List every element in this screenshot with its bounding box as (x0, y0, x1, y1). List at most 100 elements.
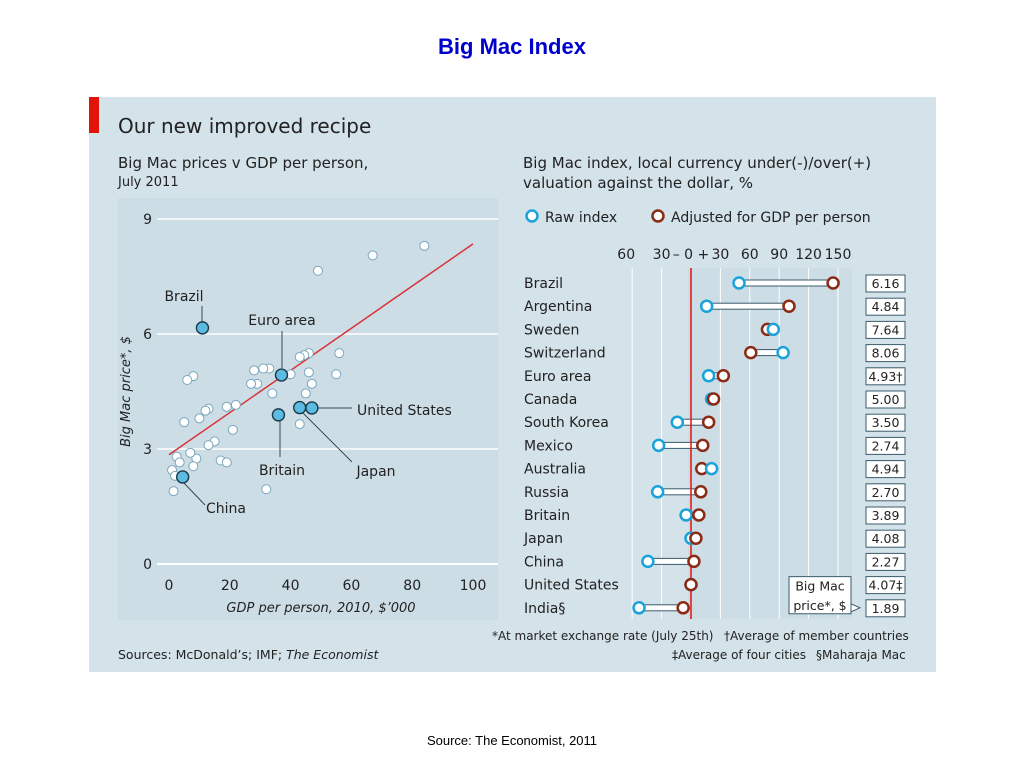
price-box (865, 436, 906, 455)
y-tick-label: 0 (143, 557, 152, 573)
highlight-label: Euro area (248, 313, 315, 329)
highlight-label: Brazil (164, 289, 203, 305)
adjusted-index-point (687, 554, 701, 569)
scatter-point (419, 240, 430, 251)
highlighted-point (271, 408, 286, 422)
price-value: 3.89 (872, 508, 900, 523)
country-label: China (524, 554, 564, 570)
price-callout-line1: Big Mac (795, 579, 844, 594)
country-label: Euro area (524, 369, 591, 385)
sources-italic: The Economist (286, 647, 379, 662)
sources-line: Sources: McDonald’s; IMF; The Economist (118, 647, 378, 662)
index-axis-tick: 60 (617, 247, 635, 263)
scatter-point (227, 424, 238, 435)
price-value: 4.08 (872, 531, 900, 546)
range-bar (647, 557, 695, 565)
scatter-point (303, 367, 314, 378)
adjusted-index-point (701, 415, 716, 429)
scatter-point (194, 413, 205, 424)
price-value: 4.84 (872, 299, 900, 314)
price-callout-line2: price*, $ (793, 598, 846, 613)
country-label: South Korea (524, 415, 609, 431)
index-axis-tick: 120 (795, 247, 822, 263)
price-box (865, 599, 906, 618)
country-label: United States (524, 578, 619, 594)
raw-index-point (679, 508, 693, 522)
raw-index-point (732, 276, 746, 290)
index-axis-tick: 30 (711, 247, 729, 263)
x-tick-label: 60 (342, 578, 360, 594)
price-box (865, 576, 906, 595)
trend-line (168, 243, 474, 456)
highlight-label: Japan (355, 464, 395, 480)
price-box (865, 552, 906, 571)
raw-index-point (632, 601, 646, 615)
index-axis-tick: – 0 + (673, 247, 710, 263)
country-label: Brazil (524, 276, 563, 292)
price-box (865, 367, 906, 386)
scatter-point (185, 447, 196, 458)
legend-raw-marker (525, 209, 539, 223)
price-box (865, 529, 906, 548)
x-tick-label: 80 (403, 578, 421, 594)
x-tick-label: 40 (282, 578, 300, 594)
highlighted-point (293, 400, 307, 415)
country-label: Australia (524, 462, 586, 478)
scatter-point (312, 265, 323, 276)
price-box (865, 413, 906, 432)
x-axis-label: GDP per person, 2010, $’000 (226, 601, 415, 616)
note-star: *At market exchange rate (July 25th) (492, 629, 714, 643)
country-label: Sweden (524, 322, 579, 338)
scatter-point (249, 365, 260, 376)
scatter-point (294, 419, 305, 430)
scatter-point (306, 378, 317, 389)
price-box (865, 344, 906, 363)
scatter-title-block: Big Mac prices v GDP per person, July 20… (118, 153, 368, 193)
source-caption: Source: The Economist, 2011 (426, 733, 598, 748)
adjusted-index-point (696, 438, 710, 453)
highlight-label: China (206, 501, 246, 517)
scatter-point (179, 417, 190, 428)
price-value: 4.93† (868, 369, 902, 384)
note-dagger: †Average of member countries (724, 629, 909, 643)
highlighted-point (195, 321, 210, 335)
adjusted-index-point (684, 577, 698, 592)
y-tick-label: 6 (143, 327, 152, 343)
adjusted-index-point (692, 508, 706, 522)
scatter-point (367, 250, 378, 261)
label-leader-line (302, 412, 353, 463)
adjusted-index-point (716, 369, 731, 383)
slide-title: Big Mac Index (438, 34, 586, 59)
price-callout-pointer (850, 603, 862, 613)
price-value: 3.50 (872, 415, 900, 430)
raw-index-point (776, 345, 790, 360)
x-tick-label: 0 (165, 578, 174, 594)
note-ddagger: ‡Average of four cities (672, 648, 806, 662)
country-label: Mexico (524, 438, 573, 454)
scatter-point (258, 363, 269, 374)
country-label: Japan (523, 531, 563, 547)
price-callout-box (788, 576, 852, 615)
index-axis-tick: 90 (770, 247, 788, 263)
scatter-point (334, 348, 345, 359)
price-value: 8.06 (872, 346, 900, 361)
index-title-line2: valuation against the dollar, % (523, 174, 754, 192)
adjusted-index-point (676, 601, 690, 615)
red-accent-tab (89, 97, 99, 133)
price-value: 4.94 (872, 462, 900, 477)
adjusted-index-point (826, 276, 840, 290)
scatter-point (230, 399, 241, 410)
range-bar (738, 279, 834, 287)
x-tick-label: 100 (460, 578, 487, 594)
index-title-line1: Big Mac index, local currency under(-)/o… (523, 154, 872, 172)
scatter-point (221, 401, 232, 412)
figure-title: Our new improved recipe (118, 114, 372, 138)
price-box (865, 297, 906, 316)
price-value: 2.70 (872, 485, 900, 500)
country-label: Switzerland (524, 346, 606, 362)
scatter-point (174, 457, 185, 468)
y-axis-label: Big Mac price*, $ (119, 336, 134, 447)
scatter-point (261, 484, 272, 495)
country-label: India§ (524, 601, 565, 617)
raw-index-point (699, 299, 714, 313)
